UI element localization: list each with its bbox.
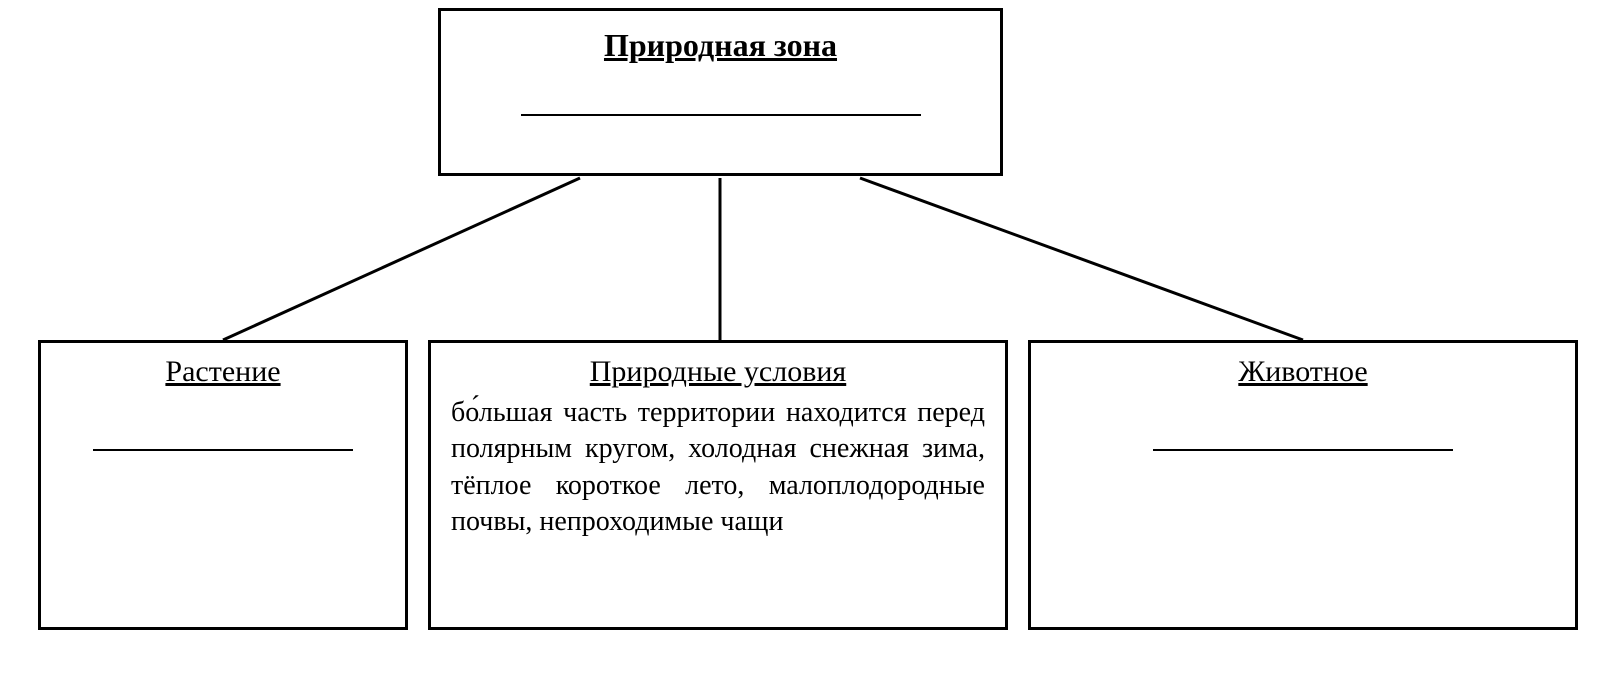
conditions-body: бо́льшая часть территории находится пере…: [451, 395, 985, 541]
conditions-box: Природные условия бо́льшая часть террито…: [428, 340, 1008, 630]
conditions-title: Природные условия: [451, 355, 985, 389]
plant-box: Растение: [38, 340, 408, 630]
plant-title: Растение: [61, 355, 385, 389]
root-title: Природная зона: [461, 27, 980, 64]
animal-box: Животное: [1028, 340, 1578, 630]
root-blank-line: [521, 114, 921, 116]
animal-blank-line: [1153, 449, 1453, 451]
plant-blank-line: [93, 449, 353, 451]
edge-left: [223, 178, 580, 340]
edge-right: [860, 178, 1303, 340]
animal-title: Животное: [1051, 355, 1555, 389]
root-box: Природная зона: [438, 8, 1003, 176]
